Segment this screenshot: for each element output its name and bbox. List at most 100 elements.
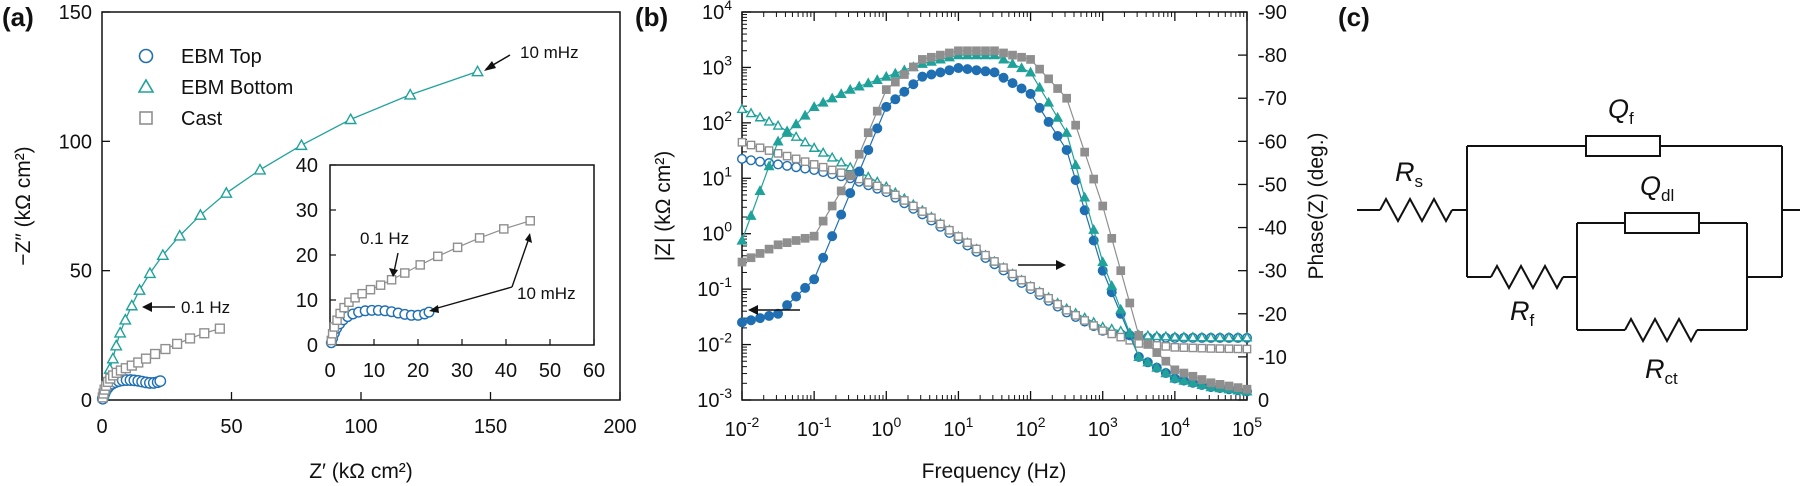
cpe-qf (1585, 135, 1661, 157)
inset-xtick-label: 50 (539, 360, 561, 382)
panel-b-point-cast-phase (737, 257, 747, 267)
panel-b-point-ebm-top-phase (881, 101, 892, 112)
panel-b-point-cast-phase (945, 48, 954, 58)
inset-arrowhead-10mhz-top (429, 305, 439, 313)
panel-b-point-cast-z- (1089, 321, 1099, 330)
panel-b-point-ebm-top-phase (935, 67, 946, 78)
panel-b-point-ebm-bottom-phase (1160, 367, 1172, 378)
panel-b-point-ebm-top-phase (782, 300, 793, 311)
panel-b-point-ebm-top-phase (1034, 102, 1045, 113)
panel-b-point-cast-z- (764, 146, 774, 155)
panel-b-point-cast-z- (1044, 293, 1053, 303)
panel-b-point-cast-phase (1179, 368, 1189, 378)
panel-b-point-cast-phase (1215, 380, 1225, 389)
panel-b-point-cast-z- (1098, 326, 1108, 336)
panel-b-point-cast-phase (854, 149, 864, 159)
panel-b-point-cast-z- (755, 143, 765, 153)
panel-b-point-ebm-top-phase (917, 71, 928, 82)
panel-a-point-ebm-bottom (403, 88, 417, 100)
inset-ytick-label: 20 (296, 245, 318, 267)
panel-label-c: (c) (1338, 2, 1370, 32)
panel-b-point-cast-phase (746, 253, 756, 263)
legend-label-ebm-bottom: EBM Bottom (181, 77, 293, 99)
panel-b-ytick-label: 10-2 (697, 330, 732, 357)
panel-b-point-ebm-top-phase (800, 282, 811, 293)
inset-point-cast (400, 268, 410, 278)
panel-b-point-cast-phase (990, 46, 999, 56)
panel-a-ylabel: −Z″ (kΩ cm²) (12, 146, 35, 265)
panel-a-xtick-label: 200 (603, 416, 636, 438)
panel-b-point-ebm-top-phase (989, 67, 1000, 78)
panel-b-y2tick-label: 0 (1258, 390, 1269, 412)
panel-b-point-ebm-bottom-phase (1151, 361, 1163, 372)
panel-b-point-cast-phase (1071, 120, 1081, 130)
panel-a-point-cast (149, 348, 161, 360)
panel-b-point-ebm-bottom-z- (1178, 331, 1190, 342)
panel-a-point-ebm-bottom (106, 351, 120, 364)
panel-b-point-ebm-top-phase (944, 65, 955, 76)
panel-b-point-cast-z- (809, 160, 819, 169)
inset-xtick-label: 10 (363, 360, 385, 382)
panel-b-point-ebm-bottom-phase (1142, 356, 1154, 367)
panel-b-point-ebm-bottom-z- (754, 111, 766, 122)
panel-b-point-cast-z- (737, 137, 747, 147)
panel-b-point-ebm-bottom-phase (763, 160, 775, 171)
panel-b-y2tick-label: -50 (1258, 174, 1287, 196)
panel-b-point-cast-phase (773, 240, 783, 250)
panel-b-point-cast-phase (890, 77, 900, 87)
panel-b-point-cast-z- (827, 165, 837, 175)
annotation-10mhz: 10 mHz (520, 43, 579, 62)
panel-b-point-cast-z- (1107, 329, 1117, 339)
panel-b-point-ebm-bottom-phase (799, 109, 811, 120)
panel-b-point-cast-phase (845, 171, 855, 181)
panel-b-point-ebm-bottom-phase (1178, 374, 1190, 385)
panel-b-y2tick-label: -90 (1258, 2, 1287, 24)
panel-b-point-ebm-top-phase (746, 315, 757, 326)
panel-b-point-cast-phase (1233, 383, 1243, 392)
panel-b-point-cast-z- (1233, 344, 1243, 354)
panel-a-point-ebm-bottom (344, 112, 358, 125)
panel-b-point-cast-z- (1062, 305, 1071, 315)
panel-b-xtick-label: 104 (1160, 414, 1190, 441)
inset-point-cast (339, 302, 349, 313)
panel-b-point-ebm-top-phase (737, 317, 748, 328)
panel-b-point-cast-phase (1143, 339, 1153, 349)
panel-b-point-ebm-top-phase (908, 79, 919, 90)
panel-b-point-ebm-top-phase (818, 252, 829, 263)
panel-b-point-cast-z- (1170, 342, 1180, 352)
panel-b-point-cast-phase (1062, 93, 1071, 103)
panel-b-point-ebm-top-phase (1016, 83, 1027, 94)
panel-b-point-cast-z- (1206, 344, 1216, 353)
inset-arrowhead-10mhz-cast (525, 233, 532, 243)
panel-b-point-cast-z- (1152, 341, 1162, 350)
panel-b-point-ebm-bottom-phase (853, 80, 865, 91)
panel-b-xtick-label: 101 (943, 414, 973, 441)
inset-ytick-label: 10 (296, 290, 318, 312)
panel-b-point-ebm-top-z- (755, 156, 766, 167)
panel-b-point-ebm-top-phase (863, 144, 874, 155)
panel-b-point-ebm-bottom-z- (1196, 331, 1208, 342)
resistor-rs (1379, 196, 1453, 224)
panel-a-legend: EBM Top EBM Bottom Cast (137, 46, 293, 130)
panel-b-point-cast-z- (1215, 344, 1225, 353)
panel-b-point-cast-z- (890, 190, 900, 200)
panel-b-xlabel: Frequency (Hz) (922, 460, 1067, 483)
panel-b-y2tick-label: -40 (1258, 218, 1287, 240)
panel-b-point-ebm-bottom-z- (826, 151, 838, 162)
panel-b-point-cast-phase (963, 46, 972, 56)
panel-b-point-ebm-bottom-z- (1223, 331, 1235, 342)
panel-b-point-ebm-bottom-z- (745, 107, 757, 118)
inset-point-cast (474, 233, 485, 243)
panel-b-point-cast-z- (963, 238, 972, 248)
panel-a-point-ebm-bottom (156, 248, 170, 261)
panel-b-point-cast-phase (1170, 365, 1180, 375)
panel-b-ytick-label: 104 (702, 0, 732, 24)
panel-a-point-cast (160, 343, 171, 355)
panel-b-ytick-label: 102 (702, 108, 732, 135)
panel-b-point-ebm-top-phase (791, 291, 802, 302)
panel-b-point-ebm-bottom-phase (736, 234, 748, 245)
panel-a-xtick-label: 50 (220, 416, 242, 438)
panel-b-point-ebm-top-phase (755, 313, 766, 324)
